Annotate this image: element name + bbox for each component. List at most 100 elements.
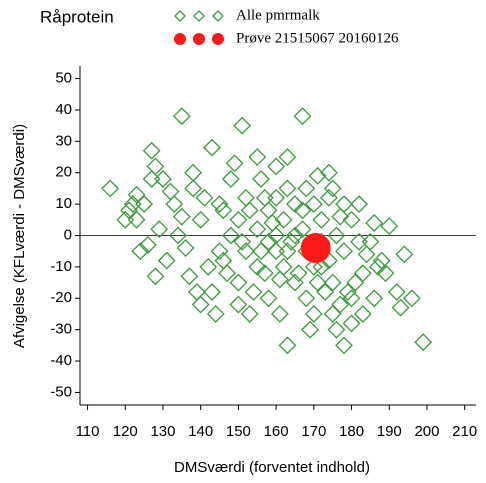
point [244, 283, 263, 301]
point [203, 138, 221, 157]
point [270, 270, 289, 289]
point [142, 170, 161, 188]
point [335, 336, 353, 355]
point [297, 289, 316, 308]
point [323, 305, 342, 323]
y-tick-label: 50 [55, 70, 72, 87]
point [248, 257, 267, 276]
legend-marker [174, 33, 186, 45]
point [323, 179, 342, 198]
point [184, 179, 203, 198]
point [101, 179, 120, 198]
point [221, 170, 240, 188]
point [267, 226, 286, 245]
y-tick-label: -40 [50, 352, 72, 369]
point [259, 289, 278, 308]
x-tick-label: 190 [377, 423, 402, 440]
point [259, 232, 278, 251]
x-tick-label: 120 [113, 423, 138, 440]
point [135, 195, 154, 214]
point [161, 182, 180, 201]
point [157, 251, 176, 270]
point [206, 305, 225, 323]
point [150, 220, 169, 239]
point [176, 239, 195, 257]
y-axis-label: Afvigelse (KFLværdi - DMSværdi) [11, 124, 28, 348]
legend-marker [193, 33, 205, 45]
x-tick-label: 160 [264, 423, 289, 440]
point [210, 195, 229, 214]
point [308, 273, 327, 292]
y-tick-label: 40 [55, 101, 72, 118]
point [369, 257, 387, 276]
point [331, 207, 350, 226]
point [346, 273, 365, 292]
x-tick-label: 200 [414, 423, 439, 440]
point [350, 195, 369, 214]
x-tick-label: 170 [301, 423, 326, 440]
point [165, 195, 184, 214]
point [353, 305, 372, 323]
y-tick-label: 30 [55, 132, 72, 149]
point [286, 226, 304, 245]
point [365, 289, 384, 308]
point [195, 188, 214, 207]
point [387, 283, 406, 301]
point [274, 210, 293, 229]
point [365, 214, 384, 232]
point [127, 185, 146, 204]
point [312, 257, 331, 276]
point [240, 201, 259, 220]
point [278, 336, 297, 355]
point [286, 195, 304, 214]
point [203, 283, 221, 301]
y-tick-label: -20 [50, 289, 72, 306]
point [293, 220, 312, 239]
x-tick-label: 180 [339, 423, 364, 440]
point [138, 235, 157, 254]
point [214, 251, 233, 270]
point [308, 166, 327, 185]
point [263, 214, 282, 232]
point [335, 242, 353, 261]
point [248, 220, 267, 239]
point [191, 210, 210, 229]
point [342, 289, 361, 308]
point [252, 242, 270, 261]
point [304, 305, 323, 323]
point [319, 163, 338, 182]
x-tick-label: 150 [226, 423, 251, 440]
point [293, 201, 312, 220]
point [127, 210, 146, 229]
y-tick-label: -30 [50, 321, 72, 338]
point [282, 232, 301, 251]
point [248, 148, 267, 166]
point [331, 295, 350, 314]
point [229, 210, 248, 229]
point [172, 207, 191, 226]
point [278, 148, 297, 166]
y-tick-label: 0 [64, 226, 72, 243]
point [289, 264, 308, 283]
legend-marker [212, 10, 224, 22]
x-tick-label: 110 [76, 423, 100, 440]
point [187, 283, 206, 301]
point [240, 305, 259, 323]
point [391, 298, 410, 317]
point [252, 170, 270, 188]
point [357, 245, 376, 264]
point [229, 295, 248, 314]
point [123, 195, 142, 214]
point [255, 264, 274, 283]
point [214, 201, 233, 220]
point [414, 333, 433, 352]
point [327, 226, 346, 245]
point [304, 257, 323, 276]
point [229, 273, 248, 292]
y-tick-label: 10 [55, 195, 72, 212]
point [233, 232, 252, 251]
point [301, 320, 319, 339]
point [342, 210, 361, 229]
point [218, 264, 237, 283]
